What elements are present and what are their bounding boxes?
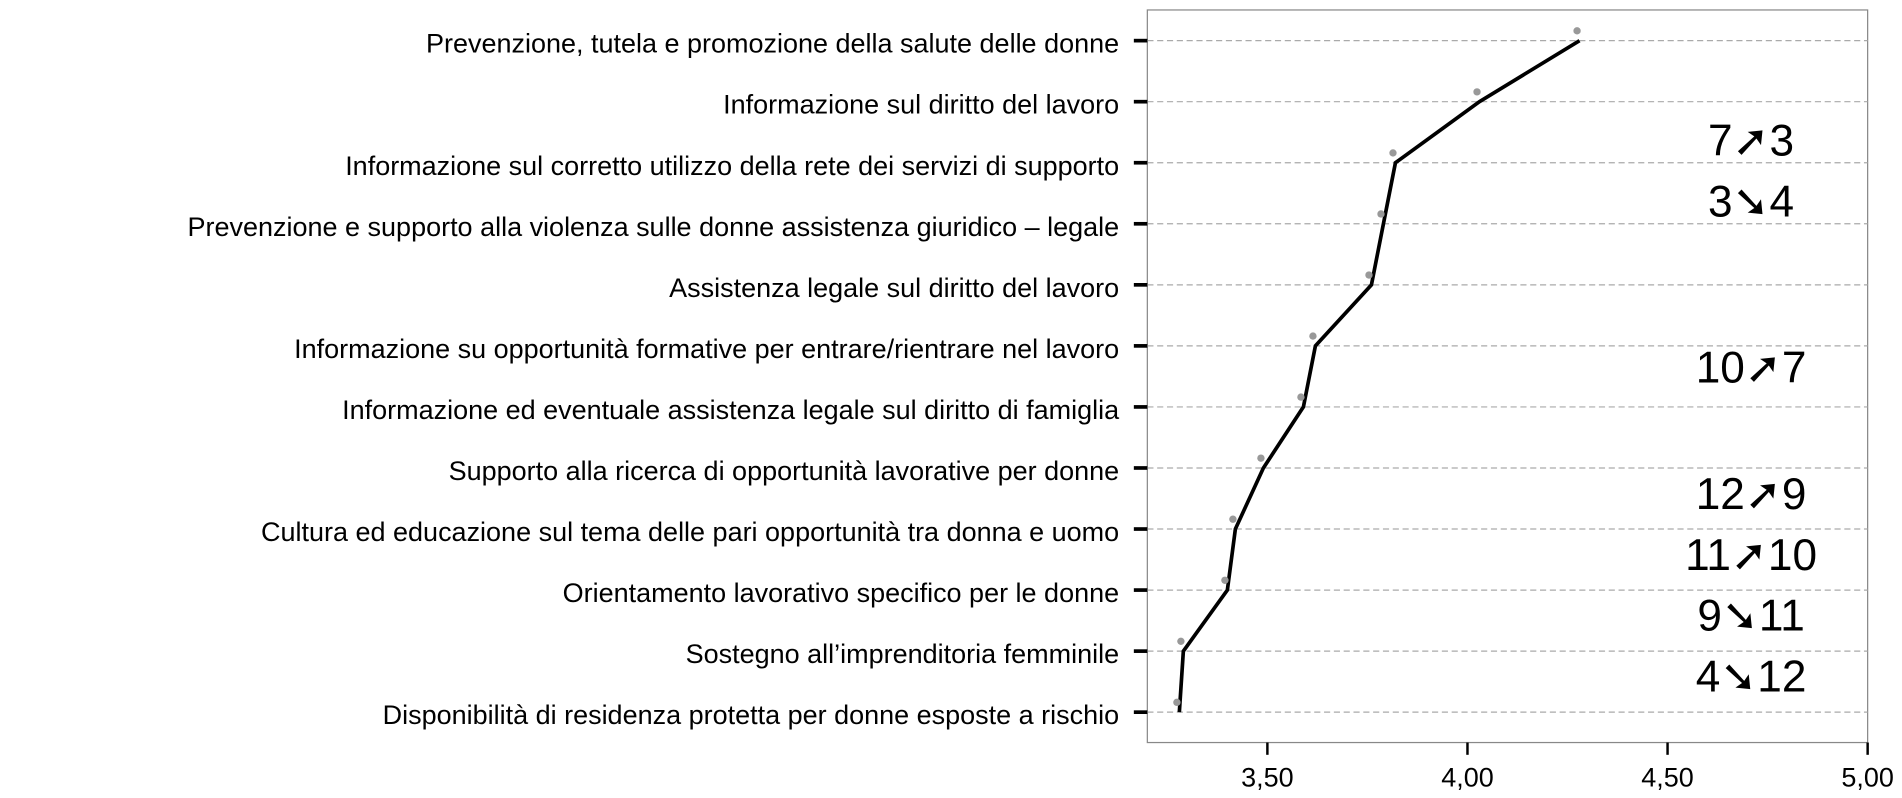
plot-frame: [1146, 9, 1869, 744]
data-point: [1309, 332, 1317, 340]
annotation: 3➘4: [1708, 178, 1794, 227]
y-tick-label: Disponibilità di residenza protetta per …: [383, 700, 1120, 730]
annotation: 10➚7: [1696, 343, 1807, 392]
y-tick-label: Assistenza legale sul diritto del lavoro: [669, 273, 1119, 303]
annotation: 4➘12: [1696, 653, 1807, 702]
annotation: 9➘11: [1697, 591, 1804, 640]
y-tick-label: Sostegno all’imprenditoria femminile: [686, 639, 1119, 669]
data-point: [1177, 637, 1185, 645]
x-tick-label: 5,00: [1841, 762, 1894, 792]
data-point: [1297, 393, 1305, 401]
annotation: 7➚3: [1708, 116, 1794, 165]
y-tick-label: Supporto alla ricerca di opportunità lav…: [449, 456, 1120, 486]
data-point: [1377, 210, 1385, 218]
x-tick-label: 4,50: [1641, 762, 1694, 792]
data-point: [1173, 698, 1181, 707]
annotation: 11➚10: [1685, 531, 1817, 580]
data-point: [1573, 27, 1581, 35]
annotation: 12➚9: [1696, 470, 1807, 519]
y-tick-label: Prevenzione, tutela e promozione della s…: [426, 29, 1119, 59]
data-line: [1177, 39, 1581, 713]
y-tick-label: Prevenzione e supporto alla violenza sul…: [188, 212, 1120, 242]
data-point: [1389, 149, 1397, 157]
y-tick-label: Orientamento lavorativo specifico per le…: [563, 578, 1120, 608]
data-point: [1473, 88, 1481, 96]
data-point: [1221, 576, 1229, 584]
x-tick-label: 4,00: [1441, 762, 1494, 792]
y-tick-label: Informazione sul corretto utilizzo della…: [345, 151, 1119, 181]
y-tick-label: Informazione ed eventuale assistenza leg…: [342, 395, 1119, 425]
x-tick-label: 3,50: [1241, 762, 1294, 792]
y-tick-label: Cultura ed educazione sul tema delle par…: [261, 517, 1119, 547]
y-tick-label: Informazione su opportunità formative pe…: [294, 334, 1119, 364]
data-point: [1229, 515, 1237, 523]
y-tick-label: Informazione sul diritto del lavoro: [723, 90, 1119, 120]
data-point: [1365, 271, 1373, 279]
data-point: [1257, 454, 1265, 462]
